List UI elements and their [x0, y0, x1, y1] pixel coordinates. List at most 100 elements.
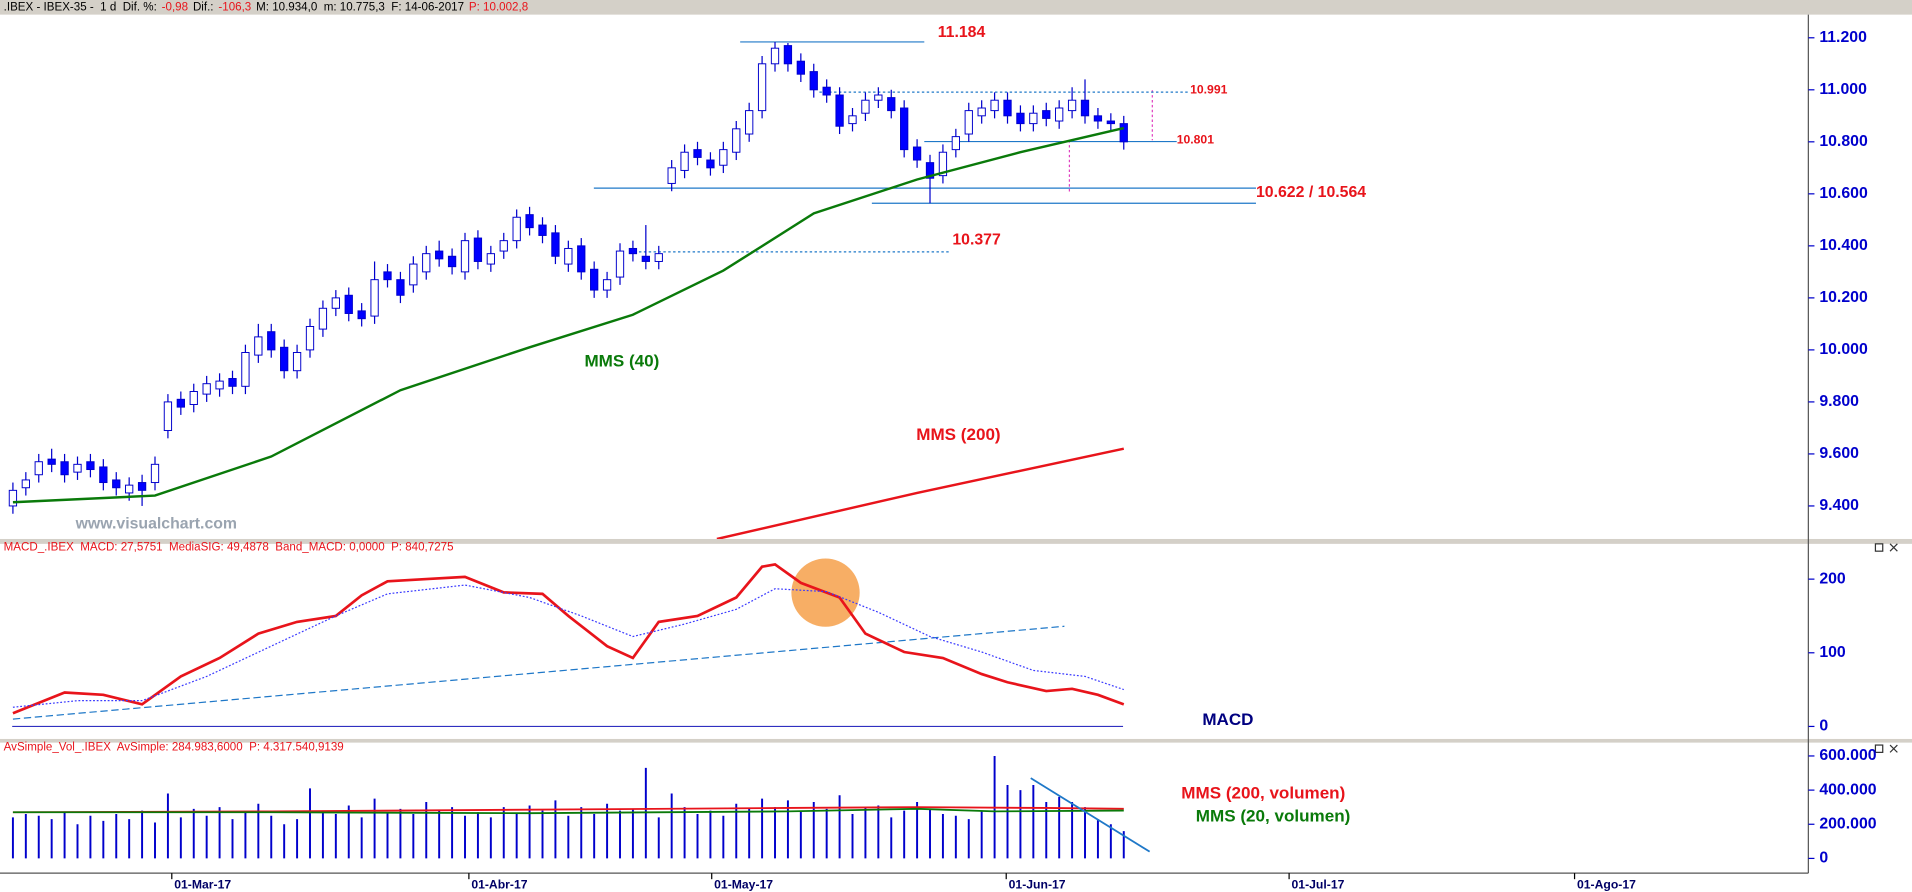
candle-body — [473, 237, 483, 262]
moving-average — [12, 807, 1124, 815]
candle-body — [706, 159, 715, 169]
watermark: www.visualchart.com — [75, 516, 237, 533]
header-part: Dif.: — [193, 1, 214, 13]
candle-body — [745, 110, 754, 135]
level-label: 11.184 — [938, 24, 986, 41]
candle-body — [499, 240, 508, 252]
header-part: -0,98 — [162, 1, 188, 13]
candle-body — [602, 279, 612, 291]
panel-separator — [0, 738, 1912, 743]
y-tick-label: 9.600 — [1819, 445, 1859, 462]
line-label: MMS (200, volumen) — [1181, 783, 1345, 802]
candle-body — [460, 240, 470, 273]
candle-body — [1067, 99, 1077, 112]
candle-body — [1055, 107, 1064, 122]
candle-body — [409, 263, 418, 286]
candle-body — [887, 97, 896, 112]
y-tick-label: 9.800 — [1819, 393, 1859, 410]
moving-average — [12, 126, 1125, 504]
candle-body — [318, 307, 328, 330]
candle-body — [60, 461, 69, 476]
x-tick-label: 01-May-17 — [714, 878, 773, 892]
candle-body — [848, 115, 857, 125]
level-label: 10.801 — [1177, 132, 1214, 146]
candle-body — [719, 149, 728, 166]
candle-body — [370, 279, 379, 317]
panel — [12, 563, 1125, 728]
window-buttons[interactable] — [1874, 543, 1898, 753]
candle-body — [951, 136, 960, 151]
candle-body — [486, 253, 495, 265]
candle-body — [176, 398, 185, 408]
moving-average — [716, 447, 1125, 539]
candle-body — [770, 47, 780, 65]
header-part: -106,3 — [218, 1, 251, 13]
x-tick-label: 01-Ago-17 — [1577, 878, 1636, 892]
header-part: .IBEX - IBEX-35 - 1 d Dif. %: — [4, 1, 157, 13]
candle-body — [112, 479, 121, 489]
candle-body — [254, 336, 263, 356]
candle-body — [1080, 99, 1090, 117]
candle-body — [34, 461, 43, 476]
candle-body — [590, 268, 599, 291]
indicator-line — [12, 563, 1125, 715]
candle-body — [280, 346, 289, 372]
panel-label: MACD — [1202, 710, 1253, 729]
candle-body — [1106, 120, 1115, 125]
candle-body — [396, 279, 405, 296]
header-part: AvSimple_Vol_.IBEX AvSimple: 284.983,600… — [4, 742, 344, 754]
y-tick-label: 0 — [1819, 718, 1828, 735]
level-label: 10.991 — [1190, 82, 1227, 96]
candle-body — [680, 151, 689, 171]
candle-body — [383, 271, 392, 281]
candle-body — [1093, 115, 1103, 122]
candle-body — [693, 149, 702, 158]
candle-body — [241, 352, 250, 387]
candle-body — [1016, 112, 1025, 125]
candle-body — [654, 253, 663, 262]
y-tick-label: 400.000 — [1819, 781, 1876, 798]
candle-body — [938, 151, 948, 177]
candle-body — [99, 466, 108, 484]
candle-body — [215, 380, 224, 390]
candle-body — [125, 484, 134, 494]
panel — [8, 41, 1256, 539]
y-tick-label: 600.000 — [1819, 747, 1876, 764]
y-tick-label: 0 — [1819, 850, 1828, 867]
candle-body — [1119, 123, 1128, 143]
candle-body — [564, 247, 573, 265]
indicator-line — [12, 584, 1124, 708]
y-tick-label: 100 — [1819, 644, 1846, 661]
candle-body — [1003, 99, 1012, 117]
candle-body — [150, 463, 160, 484]
trendline — [1030, 777, 1151, 853]
level-label: 10.377 — [952, 231, 1001, 248]
candle-body — [86, 461, 95, 471]
candle-body — [8, 489, 18, 507]
candle-body — [202, 383, 211, 395]
header-part: P: 10.002,8 — [469, 1, 528, 13]
candle-body — [900, 107, 909, 151]
header-part: M: 10.934,0 m: 10.775,3 F: 14-06-2017 — [256, 1, 464, 13]
header-part: MACD_.IBEX MACD: 27,5751 MediaSIG: 49,48… — [4, 542, 454, 554]
level-label: 10.622 / 10.564 — [1256, 184, 1366, 201]
candle-body — [137, 482, 147, 491]
candle-body — [615, 250, 625, 278]
trendline — [12, 625, 1065, 720]
y-tick-label: 11.200 — [1819, 29, 1867, 46]
y-tick-label: 10.600 — [1819, 185, 1868, 202]
y-tick-label: 10.400 — [1819, 237, 1868, 254]
candle-body — [189, 391, 198, 406]
y-tick-label: 10.800 — [1819, 133, 1868, 150]
candle-body — [732, 128, 741, 153]
candle-body — [422, 253, 431, 273]
panel-separator — [0, 538, 1912, 544]
candle-body — [641, 255, 650, 262]
panel — [11, 755, 1151, 859]
line-label: MMS (20, volumen) — [1196, 807, 1351, 826]
candle-body — [977, 107, 986, 117]
candle-body — [305, 325, 315, 351]
candle-body — [874, 94, 883, 101]
y-tick-label: 9.400 — [1819, 497, 1859, 514]
